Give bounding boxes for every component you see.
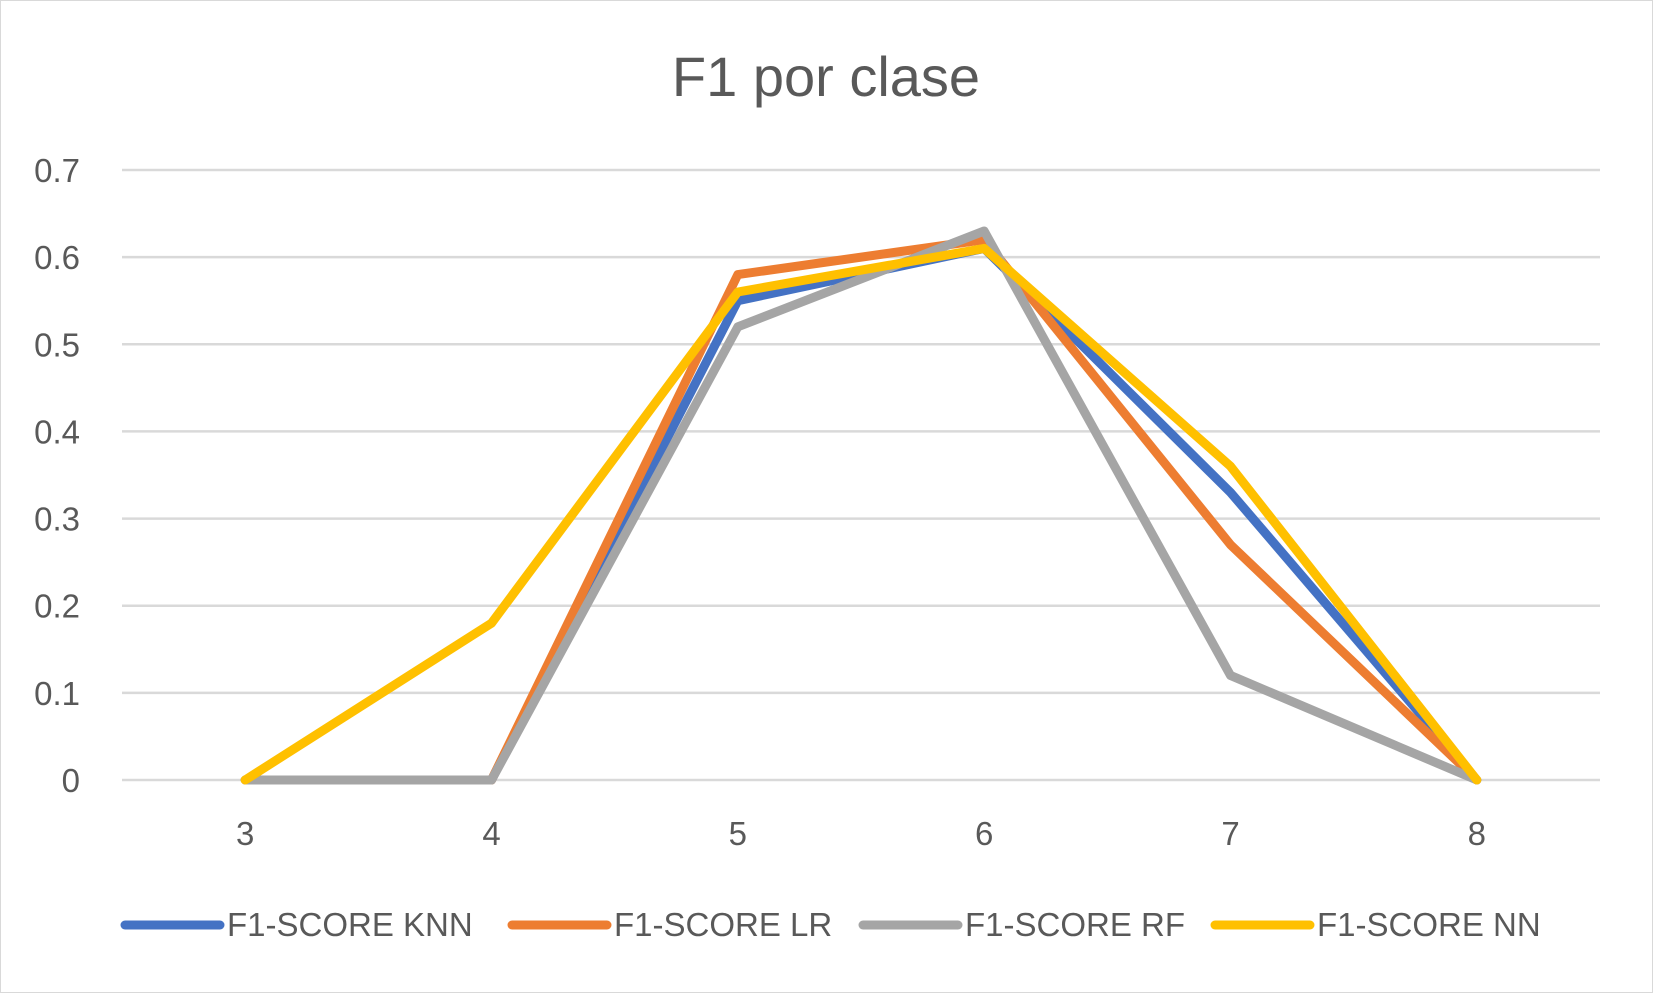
legend-label: F1-SCORE KNN: [227, 906, 473, 943]
x-tick-label: 5: [729, 815, 747, 852]
y-tick-label: 0.5: [34, 326, 80, 363]
chart-title: F1 por clase: [672, 45, 980, 108]
series-line-f1-score-nn: [240, 243, 1482, 785]
x-tick-label: 8: [1468, 815, 1486, 852]
x-tick-label: 7: [1221, 815, 1239, 852]
legend: F1-SCORE KNN F1-SCORE LR F1-SCORE RF F1-SCO…: [120, 906, 1541, 943]
y-tick-label: 0.7: [34, 152, 80, 189]
series-lines: [240, 226, 1482, 785]
y-tick-label: 0.2: [34, 588, 80, 625]
legend-label: F1-SCORE RF: [965, 906, 1185, 943]
x-tick-label: 6: [975, 815, 993, 852]
y-tick-label: 0: [62, 762, 80, 799]
y-tick-label: 0.4: [34, 413, 80, 450]
legend-label: F1-SCORE LR: [614, 906, 832, 943]
legend-label: F1-SCORE NN: [1317, 906, 1541, 943]
x-tick-label: 4: [482, 815, 500, 852]
series-line-f1-score-rf: [240, 226, 1482, 785]
y-tick-label: 0.6: [34, 239, 80, 276]
x-tick-label: 3: [236, 815, 254, 852]
y-tick-label: 0.1: [34, 675, 80, 712]
y-axis-ticks: 0 0.1 0.2 0.3 0.4 0.5 0.6 0.7: [34, 152, 80, 799]
y-tick-label: 0.3: [34, 501, 80, 538]
x-axis-ticks: 3 4 5 6 7 8: [236, 815, 1486, 852]
